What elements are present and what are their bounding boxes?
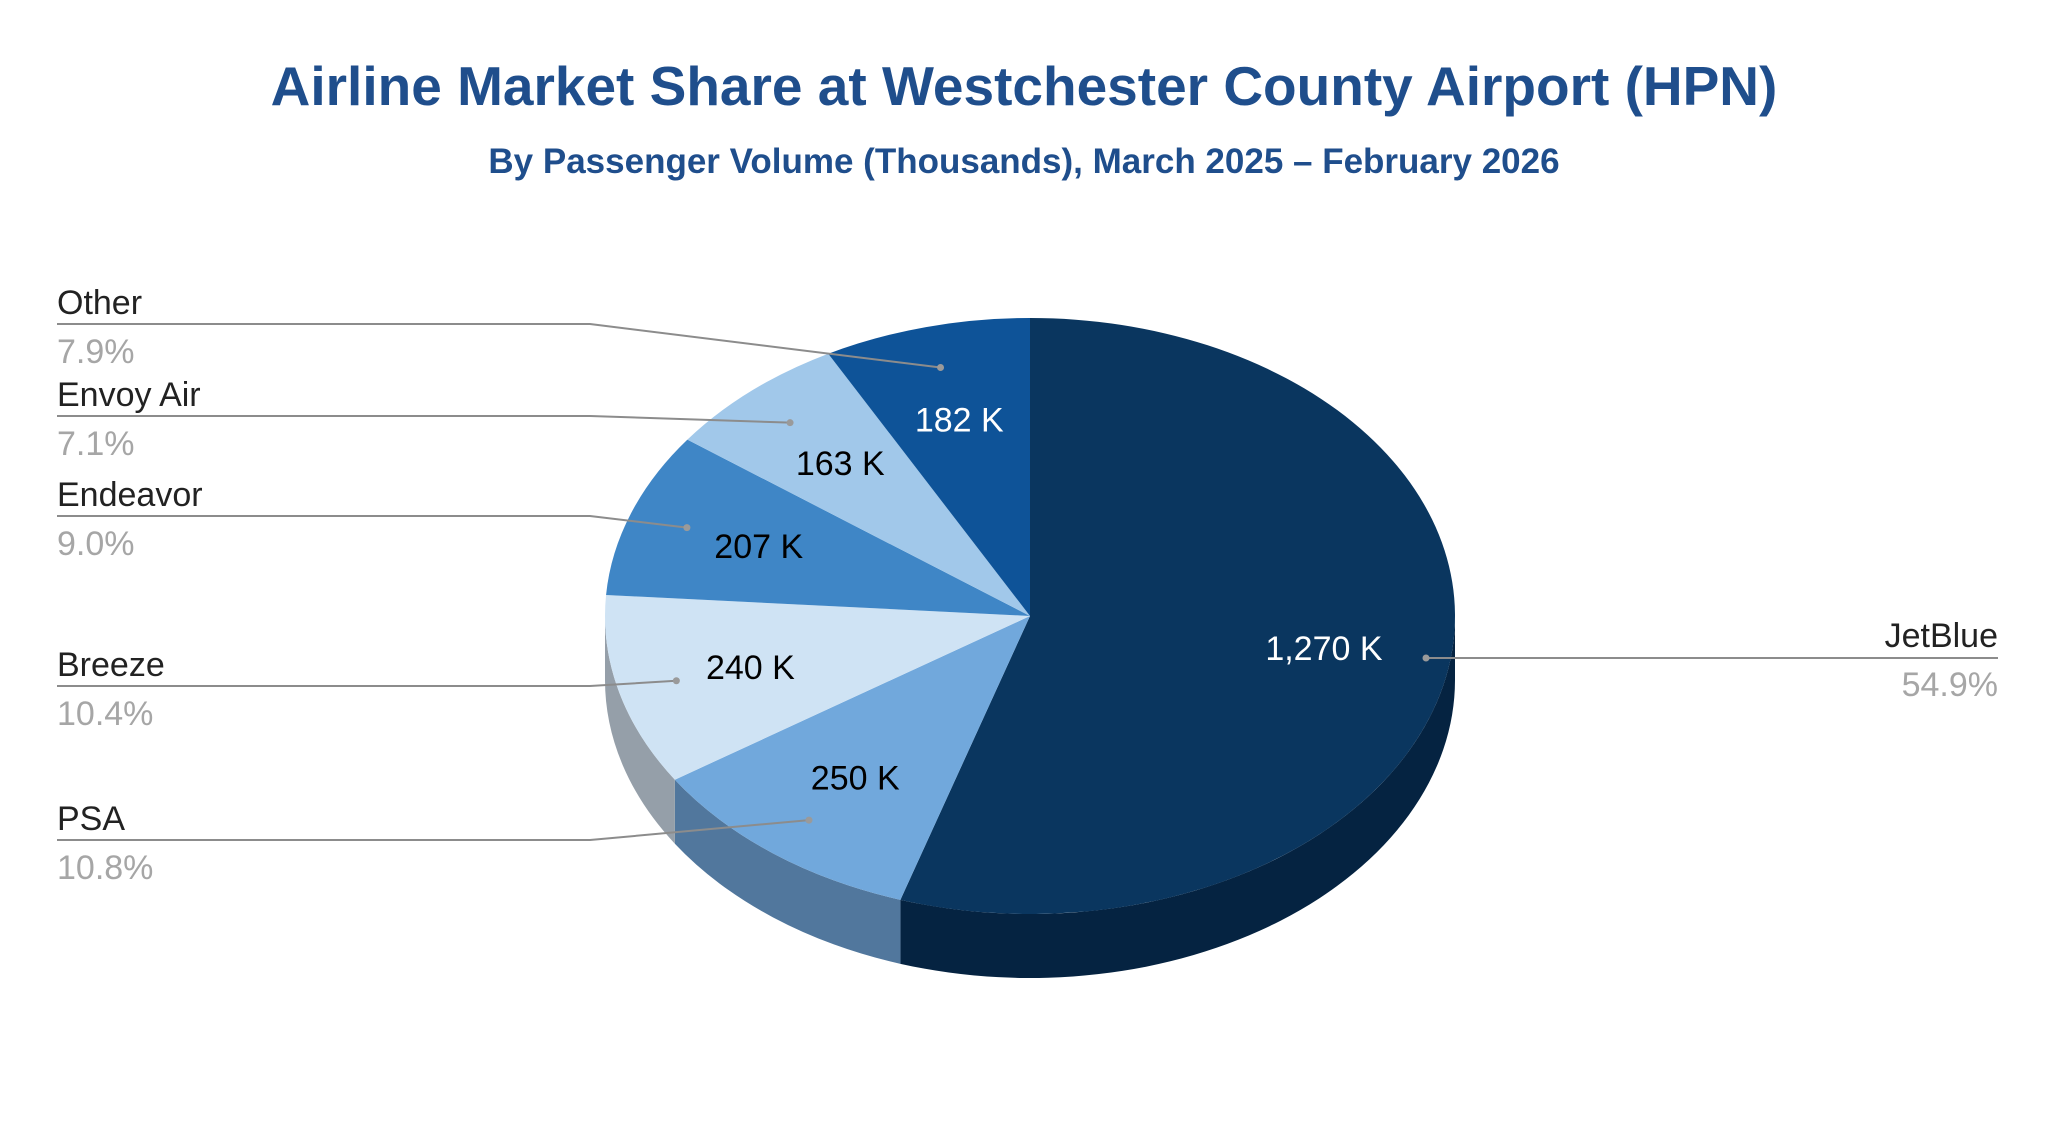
- leader-line-other: [57, 323, 941, 369]
- pie-side-psa: [674, 779, 901, 964]
- leader-dot-jetblue: [1422, 654, 1430, 662]
- leader-dot-psa: [805, 816, 813, 824]
- callout-percent-envoy-air: 7.1%: [57, 425, 135, 463]
- pie-side-breeze: [605, 616, 675, 844]
- pie-side-jetblue: [900, 616, 1455, 978]
- leader-line-breeze: [57, 679, 677, 687]
- slice-value-labels: 1,270 K 250 K 240 K 207 K 163 K 182 K: [706, 402, 1383, 798]
- leader-dot-breeze: [672, 677, 680, 685]
- slice-value-label-envoy-air: 163 K: [796, 445, 885, 483]
- slice-value-label-psa: 250 K: [811, 759, 900, 797]
- slice-value-label-jetblue: 1,270 K: [1265, 630, 1383, 668]
- pie-slice-other[interactable]: [828, 318, 1030, 616]
- chart-subtitle: By Passenger Volume (Thousands), March 2…: [488, 142, 1560, 181]
- leader-lines: [57, 323, 1998, 841]
- pie-slice-envoy-air[interactable]: [687, 353, 1030, 616]
- leader-line-endeavor: [57, 515, 688, 529]
- callout-labels: Other 7.9% Envoy Air 7.1% Endeavor 9.0% Breeze…: [57, 284, 1998, 887]
- pie-slice-breeze[interactable]: [605, 594, 1030, 780]
- callout-name-jetblue: JetBlue: [1885, 617, 1998, 655]
- chart-title: Airline Market Share at Westchester Coun…: [270, 55, 1778, 117]
- pie-slice-jetblue[interactable]: [900, 318, 1455, 914]
- callout-name-breeze: Breeze: [57, 646, 165, 684]
- pie-slices: [605, 318, 1455, 914]
- leader-line-envoy-air: [57, 415, 791, 424]
- leader-dot-envoy-air: [786, 419, 794, 427]
- leader-dot-endeavor: [683, 524, 691, 532]
- callout-percent-endeavor: 9.0%: [57, 525, 135, 563]
- leader-line-psa: [57, 819, 810, 841]
- callout-percent-breeze: 10.4%: [57, 695, 153, 733]
- pie-slice-endeavor[interactable]: [606, 439, 1030, 616]
- callout-name-envoy-air: Envoy Air: [57, 376, 201, 414]
- pie-slice-psa[interactable]: [674, 616, 1030, 900]
- leader-dot-other: [937, 364, 945, 372]
- callout-percent-other: 7.9%: [57, 333, 135, 371]
- slice-value-label-breeze: 240 K: [706, 649, 795, 687]
- slice-value-label-endeavor: 207 K: [714, 528, 803, 566]
- slice-value-label-other: 182 K: [915, 402, 1004, 440]
- pie-sides: [605, 616, 1455, 978]
- callout-name-psa: PSA: [57, 800, 125, 838]
- callout-percent-jetblue: 54.9%: [1902, 666, 1998, 704]
- callout-name-endeavor: Endeavor: [57, 476, 203, 514]
- callout-name-other: Other: [57, 284, 142, 322]
- callout-percent-psa: 10.8%: [57, 849, 153, 887]
